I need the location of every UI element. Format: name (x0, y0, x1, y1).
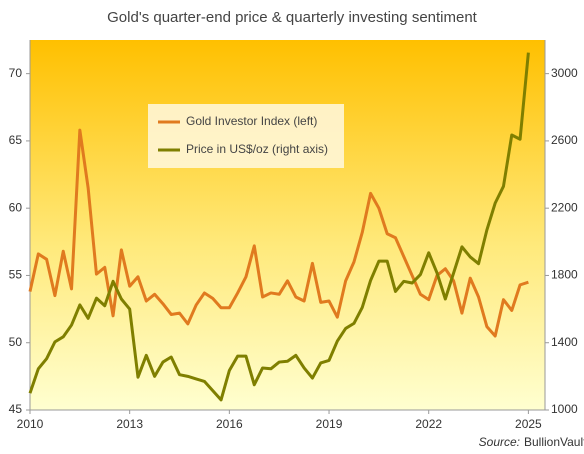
legend-label: Price in US$/oz (right axis) (186, 142, 328, 156)
y2-tick-label: 2600 (551, 133, 578, 147)
y-tick-label: 55 (9, 268, 23, 282)
x-tick-label: 2010 (17, 417, 44, 431)
x-tick-label: 2025 (515, 417, 542, 431)
y-tick-label: 60 (9, 200, 23, 214)
source: BullionVault (524, 435, 584, 449)
y-tick-label: 70 (9, 66, 23, 80)
y2-tick-label: 1800 (551, 268, 578, 282)
y-tick-label: 50 (9, 335, 23, 349)
x-tick-label: 2022 (415, 417, 442, 431)
chart-title: Gold's quarter-end price & quarterly inv… (107, 9, 478, 26)
x-tick-label: 2016 (216, 417, 243, 431)
legend-box (148, 104, 344, 168)
y2-tick-label: 1400 (551, 335, 578, 349)
plot-area (30, 40, 545, 410)
series-line (28, 52, 530, 402)
source-label: Source: (479, 435, 520, 449)
x-tick-label: 2019 (316, 417, 343, 431)
y-tick-label: 65 (9, 133, 23, 147)
y2-tick-label: 2200 (551, 200, 578, 214)
y2-tick-label: 1000 (551, 402, 578, 416)
series-line (28, 128, 529, 338)
y-tick-label: 45 (9, 402, 23, 416)
x-tick-label: 2013 (116, 417, 143, 431)
y2-tick-label: 3000 (551, 66, 578, 80)
legend-label: Gold Investor Index (left) (186, 114, 317, 128)
